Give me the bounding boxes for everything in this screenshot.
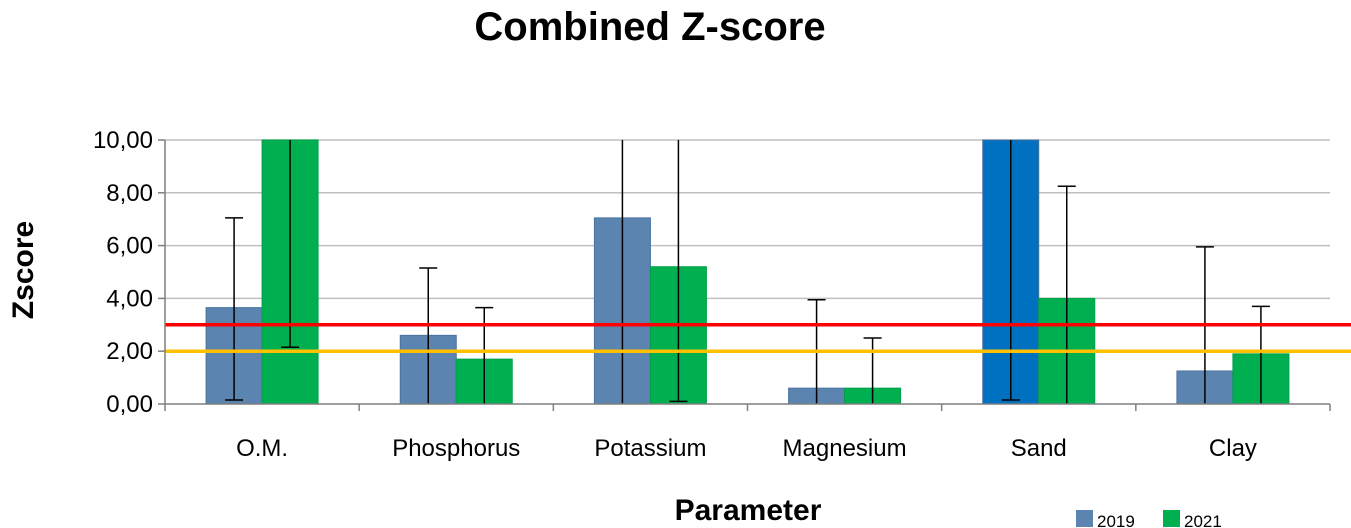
- axes: [164, 140, 1331, 411]
- legend-label-2021: 2021: [1184, 512, 1222, 528]
- legend-swatch-2021: [1163, 510, 1180, 527]
- gridlines: [158, 139, 1330, 405]
- bars: [205, 139, 1290, 405]
- x-category-labels: O.M. Phosphorus Potassium Magnesium Sand Clay: [236, 435, 1257, 462]
- y-tick-label: 8,00: [106, 180, 153, 207]
- y-tick-label: 0,00: [106, 391, 153, 418]
- chart-title: Combined Z-score: [474, 5, 825, 49]
- error-bars: [225, 140, 1270, 404]
- y-tick-label: 6,00: [106, 233, 153, 260]
- y-tick-label: 10,00: [93, 127, 153, 154]
- legend-label-2019: 2019: [1097, 512, 1135, 528]
- x-category-label: Potassium: [594, 435, 706, 462]
- x-axis-title: Parameter: [675, 494, 822, 527]
- reference-lines: [165, 323, 1351, 353]
- x-category-label: Clay: [1209, 435, 1257, 462]
- x-category-label: Phosphorus: [392, 435, 520, 462]
- x-category-label: Magnesium: [783, 435, 907, 462]
- x-category-label: O.M.: [236, 435, 288, 462]
- y-tick-label: 2,00: [106, 338, 153, 365]
- legend-swatch-2019: [1076, 510, 1093, 527]
- y-tick-label: 4,00: [106, 285, 153, 312]
- y-axis-title: Zscore: [7, 221, 40, 319]
- legend: 2019 2021: [1076, 510, 1222, 528]
- x-category-label: Sand: [1011, 435, 1067, 462]
- y-tick-labels: 0,00 2,00 4,00 6,00 8,00 10,00: [93, 127, 153, 418]
